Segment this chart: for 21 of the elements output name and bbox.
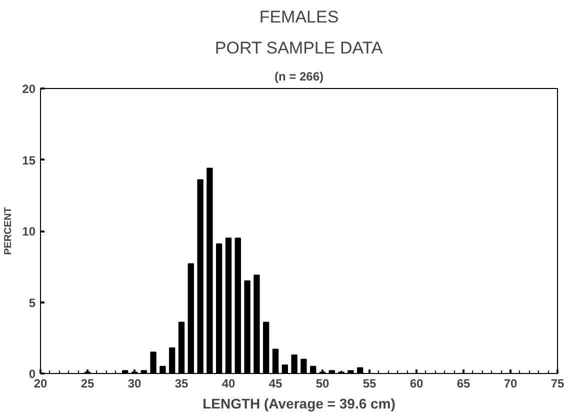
x-tick-label: 75 (550, 376, 564, 390)
y-tick-label: 5 (28, 296, 36, 310)
y-tick-label: 0 (28, 367, 36, 381)
x-tick-label: 55 (362, 376, 376, 390)
x-tick-label: 65 (456, 376, 470, 390)
x-axis-title: LENGTH (Average = 39.6 cm) (202, 396, 396, 412)
y-axis-title: PERCENT (3, 207, 14, 255)
x-tick-label: 40 (222, 376, 236, 390)
x-tick-label: 25 (80, 376, 94, 390)
text: (n = 266) (274, 70, 324, 84)
chart-title: FEMALES (259, 8, 339, 26)
y-tick-label: 10 (22, 224, 36, 238)
x-tick-label: 35 (174, 376, 188, 390)
x-tick-label: 70 (504, 376, 518, 390)
x-tick-label: 45 (268, 376, 282, 390)
x-tick-label: 30 (128, 376, 142, 390)
x-tick-label: 50 (316, 376, 330, 390)
y-tick-label: 15 (22, 153, 36, 168)
chart-subtitle: PORT SAMPLE DATA (214, 38, 384, 58)
x-tick-label: 60 (410, 376, 424, 390)
y-tick-label: 20 (22, 82, 36, 96)
